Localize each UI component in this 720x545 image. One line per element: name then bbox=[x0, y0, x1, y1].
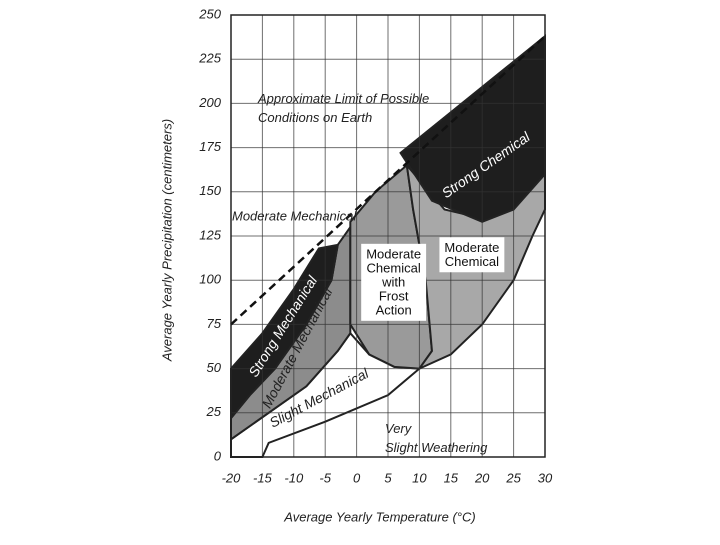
x-tick-label: 5 bbox=[384, 470, 392, 485]
y-tick-label: 225 bbox=[198, 51, 221, 66]
annotation: Very Slight Weathering bbox=[385, 421, 488, 455]
y-tick-label: 150 bbox=[199, 183, 221, 198]
x-tick-label: 30 bbox=[538, 470, 553, 485]
x-tick-label: 15 bbox=[444, 470, 459, 485]
y-tick-label: 50 bbox=[207, 360, 222, 375]
x-tick-label: -15 bbox=[253, 470, 273, 485]
limit-line bbox=[230, 35, 546, 326]
region bbox=[230, 243, 339, 421]
x-axis-title: Average Yearly Temperature (°C) bbox=[283, 509, 475, 524]
x-tick-label: 20 bbox=[474, 470, 490, 485]
y-tick-label: 0 bbox=[214, 448, 222, 463]
y-tick-label: 100 bbox=[199, 272, 221, 287]
y-axis-title: Average Yearly Precipitation (centimeter… bbox=[159, 119, 174, 362]
x-tick-label: -20 bbox=[222, 470, 242, 485]
label-box bbox=[439, 237, 505, 273]
y-tick-label: 250 bbox=[198, 6, 221, 21]
x-tick-label: 25 bbox=[505, 470, 521, 485]
annotation: Approximate Limit of Possible Conditions … bbox=[257, 91, 429, 125]
annotation: Moderate Mechanical bbox=[232, 208, 357, 223]
y-tick-label: 125 bbox=[199, 227, 221, 242]
y-tick-label: 75 bbox=[207, 316, 222, 331]
x-tick-label: 0 bbox=[353, 470, 361, 485]
region-label: Moderate Chemical with Frost Action bbox=[366, 247, 421, 318]
x-tick-label: -5 bbox=[319, 470, 331, 485]
x-tick-label: 10 bbox=[412, 470, 427, 485]
y-tick-label: 25 bbox=[206, 404, 222, 419]
y-tick-label: 200 bbox=[198, 95, 221, 110]
y-tick-label: 175 bbox=[199, 139, 221, 154]
plot-frame bbox=[230, 14, 546, 458]
label-box bbox=[361, 243, 427, 321]
x-tick-label: -10 bbox=[284, 470, 304, 485]
region-label: Moderate Chemical bbox=[444, 240, 499, 269]
